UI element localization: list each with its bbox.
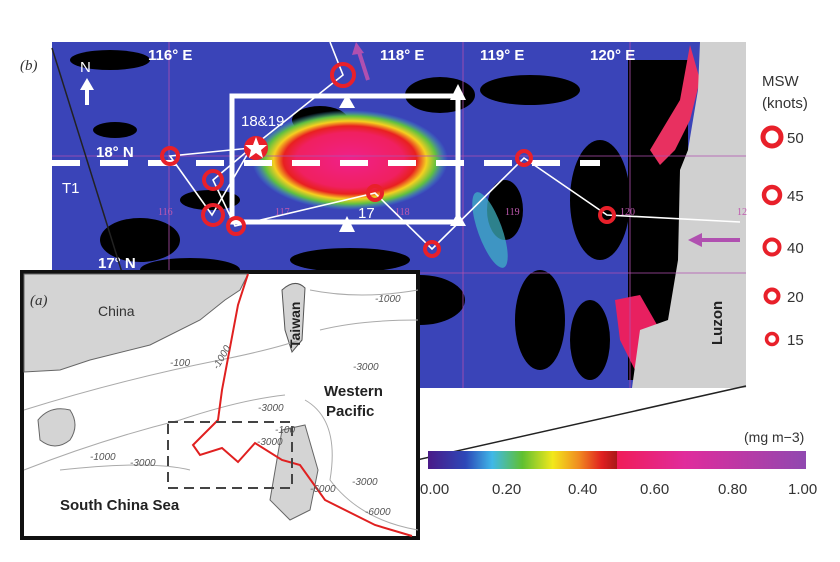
north-label: N [80,59,91,76]
contour-label: -1000 [375,294,401,305]
taiwan-land [281,283,306,354]
luzon-land [632,42,746,388]
place-label-taiwan: Taiwan [287,302,303,348]
legend-value: 50 [787,130,804,147]
station-label: 17 [358,205,375,222]
arrowhead-icon [352,42,364,55]
typhoon-track-loop [168,147,252,217]
colorbar: (mg m−3) 0.00 0.20 0.40 0.60 0.80 1.00 [420,429,817,498]
place-label-china: China [98,303,135,319]
legend-unit: (knots) [762,95,808,112]
coastal-bloom-north [650,45,700,165]
inset-map: (a) China Taiwan Western Pacific South C… [20,270,420,540]
luzon-label: Luzon [709,301,726,345]
lon-label: 119° E [480,47,524,64]
colorbar-tick: 0.40 [568,481,597,498]
legend-title: MSW [762,73,800,90]
track-markers [160,62,616,258]
typhoon-track-inset [191,273,413,537]
grid-label: 118 [395,207,410,218]
triangle-icon [339,94,355,108]
contour-label: -100 [170,358,190,369]
grid-label: 119 [505,207,520,218]
triangle-icon [450,212,466,226]
place-label-western: Western [324,383,383,400]
station-label: 18&19 [241,113,284,130]
colorbar-tick: 0.80 [718,481,747,498]
lat-label: 18° N [96,144,134,161]
place-label-south-china-sea: South China Sea [60,497,180,514]
colorbar-tick: 0.00 [420,481,449,498]
grid-label: 120 [620,207,635,218]
msw-legend: MSW (knots) 50 45 40 20 15 [760,73,808,349]
transect-label: T1 [62,180,80,197]
contour-label: -3000 [258,403,284,414]
lon-label: 116° E [148,47,192,64]
legend-value: 45 [787,188,804,205]
arrowhead-icon [450,84,466,100]
contour-label: -3000 [352,477,378,488]
filament [472,192,508,268]
lon-label: 120° E [590,47,635,64]
colorbar-tick: 0.20 [492,481,521,498]
place-label-pacific: Pacific [326,403,374,420]
star-icon [245,137,267,158]
legend-value: 15 [787,332,804,349]
contour-label: -1000 [90,452,116,463]
north-arrowhead-icon [80,78,94,90]
legend-value: 20 [787,289,804,306]
grid-label: 116 [158,207,173,218]
lat-label: 17° N [98,255,136,272]
grid-label: 12 [737,207,747,218]
contour-label: -3000 [353,362,379,373]
colorbar-tick: 0.60 [640,481,669,498]
colorbar-tick: 1.00 [788,481,817,498]
colorbar-unit: (mg m−3) [744,429,804,445]
contour-label: -100 [275,425,295,436]
panel-b-label: (b) [20,58,38,74]
movement-arrow [357,51,370,81]
bathymetry-contours [23,289,419,531]
contour-label: -3000 [130,458,156,469]
triangle-icon [339,216,355,232]
luzon-inset-land [269,424,319,521]
china-land [23,273,249,373]
legend-value: 40 [787,240,804,257]
lon-label: 118° E [380,47,424,64]
typhoon-track [212,41,741,251]
hainan-land [37,408,76,447]
contour-label: -6000 [365,507,391,518]
contour-label: -3000 [257,437,283,448]
grid-label: 117 [275,207,290,218]
arrowhead-icon [688,233,702,247]
contour-label: -6000 [310,484,336,495]
colorbar-gradient [428,451,806,469]
panel-a-label: (a) [30,293,48,309]
